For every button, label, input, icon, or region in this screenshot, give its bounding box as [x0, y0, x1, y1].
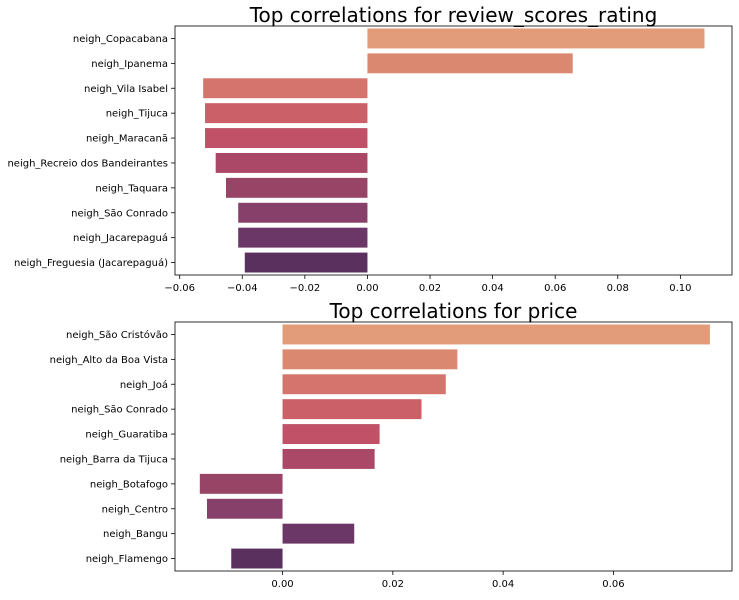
- x-tick-label: 0.06: [602, 579, 624, 590]
- chart-panel-price: Top correlations for price neigh_São Cris…: [50, 299, 733, 590]
- x-tick-label: 0.06: [544, 283, 566, 294]
- bar: [231, 548, 283, 569]
- y-tick-label: neigh_São Conrado: [71, 208, 168, 219]
- bar: [215, 152, 368, 173]
- bar: [282, 324, 710, 345]
- x-tick-label: 0.00: [356, 283, 378, 294]
- bar: [282, 399, 422, 420]
- y-tick-label: neigh_Freguesia (Jacarepaguá): [14, 257, 168, 269]
- bar: [244, 252, 368, 273]
- bar: [282, 374, 446, 395]
- bar: [282, 424, 380, 445]
- y-tick-label: neigh_Flamengo: [86, 554, 168, 565]
- y-tick-label: neigh_Jacarepaguá: [73, 232, 168, 244]
- bar: [282, 523, 355, 544]
- bar: [226, 177, 368, 198]
- bar: [205, 128, 368, 149]
- bar: [282, 448, 375, 469]
- bar: [367, 53, 573, 74]
- y-tick-label: neigh_Recreio dos Bandeirantes: [7, 158, 168, 169]
- x-tick-label: 0.00: [271, 579, 293, 590]
- bar: [238, 202, 368, 223]
- bar: [238, 227, 368, 248]
- y-tick-label: neigh_São Conrado: [71, 405, 168, 416]
- bar: [206, 498, 283, 519]
- y-tick-label: neigh_Maracanã: [86, 134, 168, 145]
- chart-title: Top correlations for price: [329, 299, 578, 323]
- y-tick-label: neigh_Barra da Tijuca: [60, 454, 168, 465]
- x-tick-label: −0.04: [227, 283, 258, 294]
- x-tick-label: 0.02: [419, 283, 441, 294]
- x-tick-label: 0.10: [669, 283, 691, 294]
- bar: [199, 473, 283, 494]
- x-tick-label: 0.08: [607, 283, 629, 294]
- y-tick-label: neigh_Tijuca: [106, 109, 168, 120]
- x-tick-label: 0.02: [382, 579, 404, 590]
- y-tick-label: neigh_Copacabana: [73, 34, 168, 45]
- y-tick-label: neigh_Botafogo: [90, 479, 168, 490]
- bar: [282, 349, 458, 370]
- x-tick-label: 0.04: [492, 579, 514, 590]
- bar: [205, 103, 368, 124]
- x-tick-label: −0.06: [164, 283, 195, 294]
- plot-frame: [174, 25, 733, 276]
- y-tick-label: neigh_Vila Isabel: [84, 84, 168, 95]
- y-tick-label: neigh_Guaratiba: [85, 430, 168, 441]
- y-tick-label: neigh_Joá: [120, 379, 168, 391]
- plot-frame: [174, 321, 733, 572]
- bar: [367, 28, 705, 49]
- x-tick-label: 0.04: [481, 283, 503, 294]
- chart-title: Top correlations for review_scores_ratin…: [249, 3, 658, 27]
- chart-panel-review-scores-rating: Top correlations for review_scores_ratin…: [7, 3, 733, 294]
- y-tick-label: neigh_Ipanema: [91, 59, 168, 70]
- y-tick-label: neigh_Taquara: [95, 183, 168, 194]
- y-tick-label: neigh_Alto da Boa Vista: [50, 355, 168, 366]
- y-tick-label: neigh_São Cristóvão: [66, 329, 168, 341]
- y-tick-label: neigh_Centro: [102, 504, 168, 515]
- bar: [203, 78, 368, 99]
- y-tick-label: neigh_Bangu: [103, 529, 168, 540]
- x-tick-label: −0.02: [290, 283, 321, 294]
